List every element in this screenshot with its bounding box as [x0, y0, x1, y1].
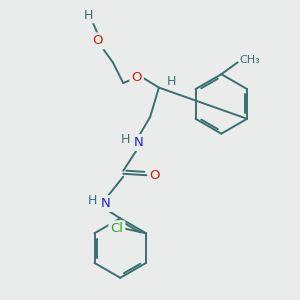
Text: H: H: [121, 133, 130, 146]
Text: O: O: [149, 169, 160, 182]
Text: Cl: Cl: [110, 222, 123, 235]
Text: H: H: [88, 194, 98, 207]
Text: N: N: [134, 136, 144, 149]
Text: O: O: [93, 34, 103, 47]
Text: O: O: [131, 71, 142, 84]
Text: CH₃: CH₃: [239, 55, 260, 65]
Text: N: N: [101, 197, 111, 210]
Text: H: H: [84, 9, 93, 22]
Text: H: H: [167, 74, 176, 88]
